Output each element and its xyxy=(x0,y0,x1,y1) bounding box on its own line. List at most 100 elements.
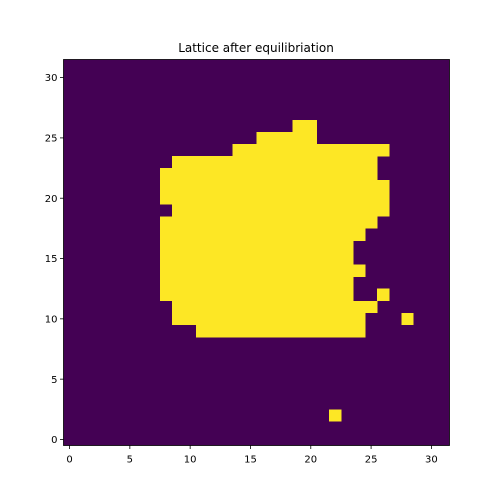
heatmap-cell xyxy=(256,288,269,302)
heatmap-cell xyxy=(172,240,185,253)
heatmap-cell xyxy=(196,252,209,265)
heatmap-cell xyxy=(328,324,342,338)
axes-frame xyxy=(63,59,450,446)
heatmap-cell xyxy=(328,143,342,157)
heatmap-cell xyxy=(244,288,257,302)
y-tick-label: 5 xyxy=(51,375,57,386)
heatmap-cell xyxy=(232,300,245,314)
heatmap-cell xyxy=(160,228,173,241)
heatmap-cell xyxy=(328,156,342,169)
heatmap-cell xyxy=(256,131,269,145)
heatmap-cell xyxy=(292,131,306,145)
heatmap-cell xyxy=(316,276,330,290)
heatmap-cell xyxy=(292,119,306,133)
heatmap-cell xyxy=(268,252,281,265)
heatmap-cell xyxy=(353,300,366,314)
heatmap-cell xyxy=(232,240,245,253)
heatmap-cell xyxy=(232,228,245,241)
heatmap-cell xyxy=(160,180,173,193)
heatmap-cell xyxy=(280,324,294,338)
heatmap-cell xyxy=(340,228,354,241)
heatmap-cell xyxy=(220,264,233,277)
heatmap-cell xyxy=(353,168,366,181)
heatmap-cell xyxy=(292,240,306,253)
heatmap-cell xyxy=(316,288,330,302)
heatmap-cell xyxy=(268,180,281,193)
heatmap-cell xyxy=(328,192,342,205)
heatmap-cell xyxy=(244,180,257,193)
heatmap-cell xyxy=(328,264,342,277)
heatmap-cell xyxy=(220,240,233,253)
heatmap-cell xyxy=(160,168,173,181)
heatmap-cell xyxy=(292,216,306,229)
heatmap-cell xyxy=(268,131,281,145)
heatmap-cell xyxy=(196,324,209,338)
heatmap-cell xyxy=(244,300,257,314)
heatmap-cell xyxy=(280,216,294,229)
heatmap-cell xyxy=(196,180,209,193)
heatmap-cell xyxy=(208,180,221,193)
heatmap-cell xyxy=(244,143,257,157)
heatmap-cell xyxy=(208,264,221,277)
heatmap-cell xyxy=(172,156,185,169)
heatmap-cell xyxy=(340,168,354,181)
heatmap-cell xyxy=(232,180,245,193)
heatmap-cell xyxy=(184,264,197,277)
heatmap-cell xyxy=(256,216,269,229)
heatmap-cell xyxy=(232,312,245,326)
heatmap-cell xyxy=(220,276,233,290)
heatmap-cell xyxy=(244,168,257,181)
heatmap-cell xyxy=(172,180,185,193)
heatmap-cell xyxy=(208,228,221,241)
heatmap-cell xyxy=(256,276,269,290)
heatmap-cell xyxy=(256,192,269,205)
heatmap-cell xyxy=(304,240,318,253)
heatmap-cell xyxy=(268,216,281,229)
heatmap-cell xyxy=(220,312,233,326)
heatmap-cell xyxy=(208,204,221,217)
heatmap-cell xyxy=(340,312,354,326)
heatmap-cell xyxy=(304,252,318,265)
heatmap-cell xyxy=(353,180,366,193)
heatmap-cell xyxy=(304,119,318,133)
heatmap-cell xyxy=(232,168,245,181)
heatmap-cell xyxy=(232,324,245,338)
heatmap-cell xyxy=(196,168,209,181)
heatmap-cell xyxy=(208,276,221,290)
heatmap-cell xyxy=(365,156,378,169)
heatmap-cell xyxy=(160,216,173,229)
heatmap-cell xyxy=(304,156,318,169)
heatmap-cell xyxy=(268,264,281,277)
heatmap-cell xyxy=(184,312,197,326)
heatmap-cell xyxy=(377,180,390,193)
heatmap-cell xyxy=(340,300,354,314)
heatmap-cell xyxy=(208,156,221,169)
heatmap-cell xyxy=(292,192,306,205)
heatmap-cell xyxy=(184,252,197,265)
heatmap-cell xyxy=(316,312,330,326)
y-tick-label: 20 xyxy=(45,194,58,205)
heatmap-cell xyxy=(340,156,354,169)
heatmap-cell xyxy=(256,143,269,157)
heatmap-cell xyxy=(160,288,173,302)
heatmap-cell xyxy=(220,216,233,229)
heatmap-cell xyxy=(365,216,378,229)
x-tick-label: 30 xyxy=(425,455,438,466)
heatmap-cell xyxy=(304,143,318,157)
heatmap-cell xyxy=(304,204,318,217)
heatmap-cell xyxy=(244,240,257,253)
heatmap-cell xyxy=(280,240,294,253)
heatmap-cell xyxy=(280,228,294,241)
heatmap-cell xyxy=(196,276,209,290)
heatmap-cell xyxy=(304,288,318,302)
heatmap-cell xyxy=(268,300,281,314)
heatmap-cell xyxy=(268,143,281,157)
heatmap-cell xyxy=(292,156,306,169)
heatmap-cell xyxy=(184,216,197,229)
heatmap-cell xyxy=(280,156,294,169)
heatmap-cell xyxy=(256,252,269,265)
heatmap-cell xyxy=(353,143,366,157)
heatmap-cell xyxy=(304,192,318,205)
heatmap-cell xyxy=(280,312,294,326)
